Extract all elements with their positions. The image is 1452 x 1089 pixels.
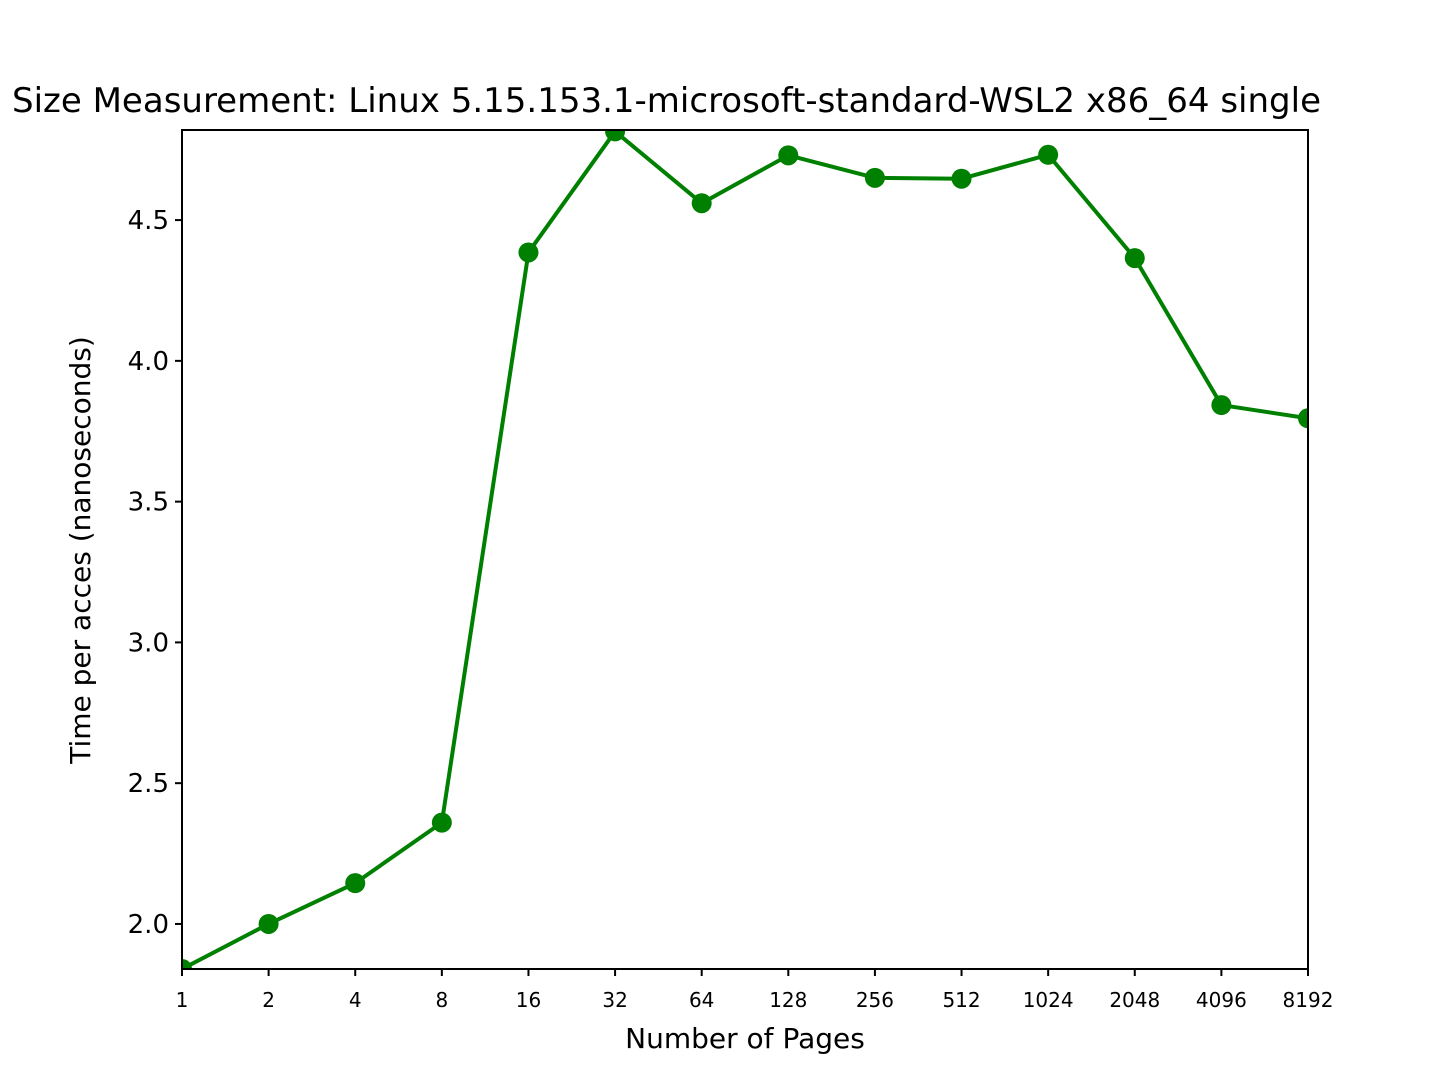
x-axis-label: Number of Pages bbox=[625, 1022, 865, 1055]
data-point bbox=[1298, 408, 1308, 429]
data-point bbox=[345, 873, 366, 894]
x-tick-label: 32 bbox=[602, 988, 627, 1012]
data-point bbox=[1038, 144, 1059, 165]
y-tick-label: 4.0 bbox=[128, 347, 169, 377]
data-point bbox=[1124, 248, 1145, 269]
y-axis: 2.0 2.5 3.0 3.5 4.0 4.5 bbox=[128, 206, 182, 940]
x-tick-label: 8 bbox=[435, 988, 448, 1012]
x-tick-label: 2 bbox=[262, 988, 275, 1012]
y-axis-label: Time per acces (nanoseconds) bbox=[64, 336, 97, 765]
y-tick-label: 3.5 bbox=[128, 488, 169, 518]
chart-title: Size Measurement: Linux 5.15.153.1-micro… bbox=[12, 81, 1321, 121]
x-tick-label: 256 bbox=[856, 988, 894, 1012]
data-point bbox=[605, 130, 626, 142]
data-point bbox=[182, 959, 192, 969]
x-tick-label: 16 bbox=[516, 988, 541, 1012]
x-tick-label: 1024 bbox=[1023, 988, 1074, 1012]
y-tick-label: 3.0 bbox=[128, 628, 169, 658]
data-point bbox=[258, 913, 279, 934]
data-point bbox=[691, 193, 712, 214]
plot-area bbox=[182, 130, 1308, 969]
x-tick-label: 2048 bbox=[1109, 988, 1160, 1012]
x-tick-label: 4096 bbox=[1196, 988, 1247, 1012]
series-group bbox=[182, 130, 1308, 969]
x-axis: 1 2 4 8 16 32 64 128 256 512 1024 2048 4096 8192 bbox=[176, 969, 1334, 1012]
data-point bbox=[951, 168, 972, 189]
data-point bbox=[778, 145, 799, 166]
axes-frame bbox=[181, 129, 1309, 970]
data-point bbox=[864, 167, 885, 188]
x-tick-label: 8192 bbox=[1283, 988, 1334, 1012]
y-tick-label: 2.0 bbox=[128, 910, 169, 940]
data-point bbox=[1211, 395, 1232, 416]
data-point bbox=[431, 812, 452, 833]
x-tick-label: 64 bbox=[689, 988, 714, 1012]
x-tick-label: 4 bbox=[349, 988, 362, 1012]
series-line bbox=[182, 130, 1308, 969]
x-tick-label: 1 bbox=[176, 988, 189, 1012]
y-tick-label: 4.5 bbox=[128, 206, 169, 236]
data-point bbox=[518, 242, 539, 263]
x-tick-label: 128 bbox=[769, 988, 807, 1012]
y-tick-label: 2.5 bbox=[128, 769, 169, 799]
x-tick-label: 512 bbox=[942, 988, 980, 1012]
